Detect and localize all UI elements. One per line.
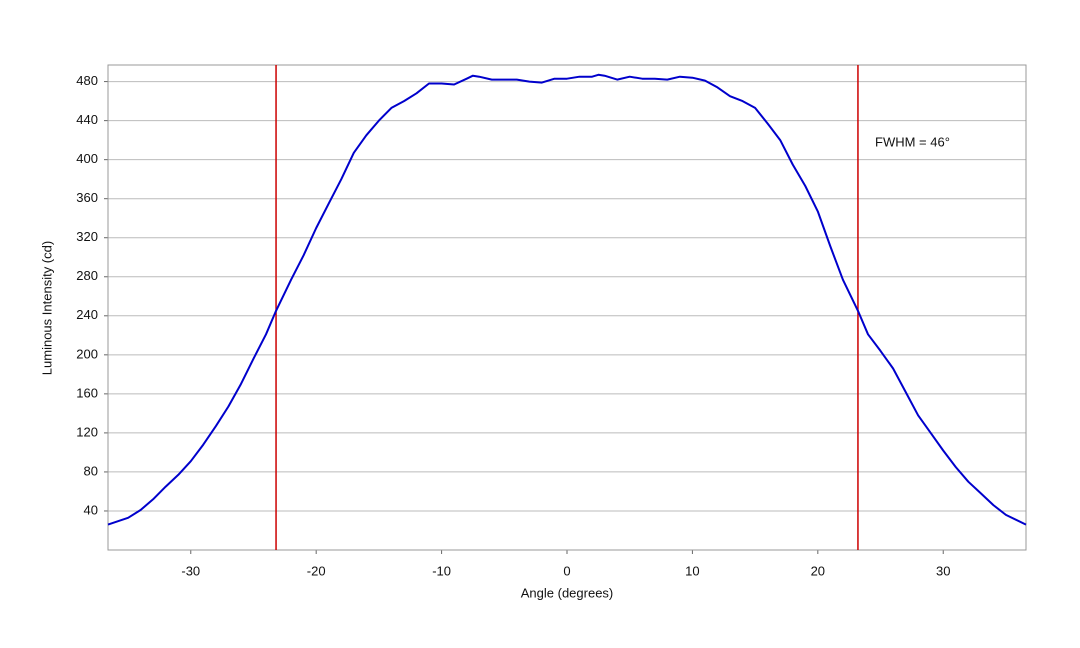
- plot-frame: [107, 64, 1027, 551]
- y-tick-label: 440: [76, 112, 98, 127]
- annotation: FWHM = 46°: [875, 134, 950, 149]
- y-tick-label: 360: [76, 190, 98, 205]
- y-tick-label: 280: [76, 268, 98, 283]
- y-tick-label: 120: [76, 424, 98, 439]
- data-line: [107, 73, 1027, 526]
- x-tick-label: -20: [307, 563, 326, 578]
- y-tick-label: 200: [76, 346, 98, 361]
- x-tick-label: 30: [936, 563, 950, 578]
- y-tick-label: 480: [76, 73, 98, 88]
- x-tick-label: -30: [181, 563, 200, 578]
- x-tick-label: -10: [432, 563, 451, 578]
- y-tick-label: 80: [84, 463, 98, 478]
- y-tick-label: 160: [76, 385, 98, 400]
- y-tick-label: 320: [76, 229, 98, 244]
- x-tick-label: 0: [563, 563, 570, 578]
- y-tick-label: 400: [76, 151, 98, 166]
- y-axis-label: Luminous Intensity (cd): [39, 241, 54, 375]
- y-tick-label: 40: [84, 502, 98, 517]
- x-tick-label: 20: [811, 563, 825, 578]
- x-axis-label: Angle (degrees): [521, 585, 614, 600]
- x-tick-label: 10: [685, 563, 699, 578]
- y-tick-label: 240: [76, 307, 98, 322]
